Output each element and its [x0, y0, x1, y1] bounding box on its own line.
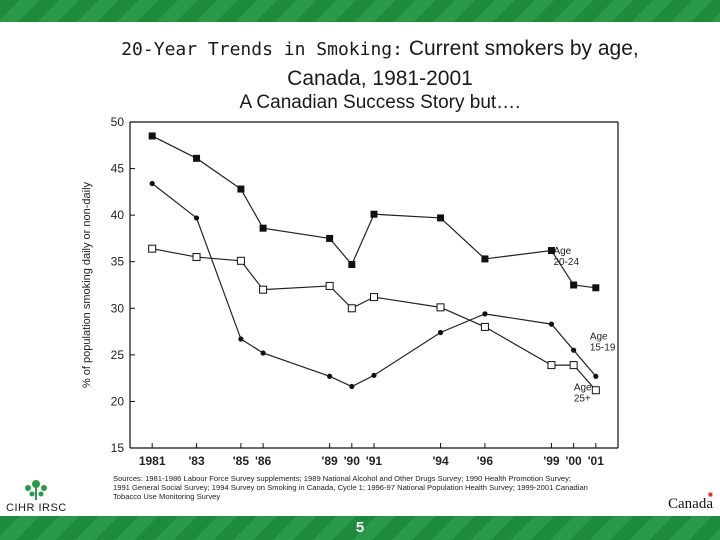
canada-wordmark: Canada ■ — [668, 490, 713, 513]
data-point — [327, 373, 333, 379]
y-tick-label: 30 — [111, 301, 125, 315]
x-tick-label: '86 — [255, 454, 272, 468]
data-point — [259, 285, 268, 294]
data-point — [148, 244, 157, 253]
data-point — [570, 281, 578, 289]
y-tick-label: 35 — [111, 255, 125, 269]
data-point — [436, 303, 445, 312]
series-annotation-label: Age — [574, 382, 592, 393]
data-point — [236, 256, 245, 265]
cihr-logo-icon — [25, 480, 47, 500]
slide-number: 5 — [355, 519, 365, 536]
data-point — [259, 224, 267, 232]
sources-line-2: 1991 General Social Survey; 1994 Survey … — [113, 483, 588, 492]
data-point — [193, 154, 201, 162]
data-point — [591, 386, 600, 395]
data-point — [482, 311, 488, 317]
data-point — [548, 321, 555, 327]
series-annotation-label: 15-19 — [590, 342, 616, 353]
data-point — [192, 253, 201, 262]
page-subtitle: A Canadian Success Story but…. — [239, 92, 521, 113]
data-point — [547, 361, 556, 370]
series-annotation-label: 20-24 — [553, 257, 579, 268]
data-point — [349, 383, 355, 390]
data-point — [370, 210, 378, 218]
data-point — [193, 215, 200, 221]
data-point — [481, 255, 489, 263]
series-line — [151, 183, 597, 388]
sources-line-1: Sources: 1981-1986 Labour Force Survey s… — [113, 474, 571, 483]
y-axis-label: % of population smoking daily or non-dai… — [81, 181, 93, 388]
data-point — [593, 373, 599, 379]
y-tick-label: 25 — [111, 348, 125, 362]
data-point — [592, 284, 600, 292]
x-tick-label: '91 — [366, 454, 383, 468]
data-point — [260, 350, 266, 356]
y-tick-label: 40 — [111, 208, 125, 222]
title-part-1: 20-Year Trends in Smoking: — [121, 39, 403, 60]
x-tick-label: '90 — [344, 454, 361, 468]
data-point — [571, 347, 577, 353]
x-tick-label: '85 — [233, 454, 250, 468]
data-point — [238, 336, 244, 342]
data-point — [348, 261, 356, 269]
data-point — [370, 293, 378, 302]
x-tick-label: '01 — [588, 454, 605, 468]
series-line — [152, 248, 597, 391]
x-tick-label: '00 — [566, 454, 583, 468]
smoking-trends-chart: 15 20 25 30 35 40 45 50 1981 '83 '85 '86 '89 '90 '91 '9… — [81, 115, 619, 468]
series-annotation-label: Age — [590, 331, 608, 342]
data-point — [371, 372, 377, 378]
data-point — [437, 214, 445, 222]
data-point — [547, 247, 555, 255]
sources-line-3: Tobacco Use Monitoring Survey — [113, 492, 221, 501]
data-point — [149, 180, 155, 187]
data-point — [569, 361, 578, 370]
series-annotation-label: 25+ — [574, 393, 591, 404]
series-line — [151, 135, 596, 289]
top-decorative-band — [0, 0, 720, 22]
data-point — [148, 132, 156, 140]
data-point — [437, 329, 444, 336]
cihr-logo-text: CIHR IRSC — [6, 502, 67, 514]
x-tick-label: '83 — [188, 454, 205, 468]
canada-wordmark-text: Canada — [668, 496, 713, 512]
x-tick-label: '89 — [322, 454, 339, 468]
data-point — [480, 322, 489, 331]
chart-container: 15 20 25 30 35 40 45 50 1981 '83 '85 '86 '89 '90 '91 '9… — [60, 110, 660, 510]
y-tick-label: 20 — [111, 394, 125, 408]
maple-leaf-flag-icon: ■ — [708, 490, 713, 499]
y-tick-label: 45 — [111, 162, 125, 176]
page-title: 20-Year Trends in Smoking: Current smoke… — [60, 34, 700, 93]
x-tick-label: '94 — [432, 454, 449, 468]
series-annotation-label: Age — [553, 246, 571, 257]
y-tick-label: 50 — [111, 115, 125, 129]
bottom-decorative-band — [0, 516, 720, 540]
sources-note: Sources: 1981-1986 Labour Force Survey s… — [113, 474, 673, 501]
title-line-2: Canada, 1981-2001 — [287, 67, 473, 90]
x-tick-label: 1981 — [139, 454, 166, 468]
y-tick-label: 15 — [111, 441, 125, 455]
title-part-2: Current smokers by age, — [408, 37, 639, 60]
data-point — [347, 304, 356, 313]
data-point — [326, 234, 334, 242]
data-point — [237, 185, 245, 193]
data-point — [325, 281, 334, 290]
x-tick-label: '99 — [543, 454, 560, 468]
x-tick-label: '96 — [477, 454, 494, 468]
